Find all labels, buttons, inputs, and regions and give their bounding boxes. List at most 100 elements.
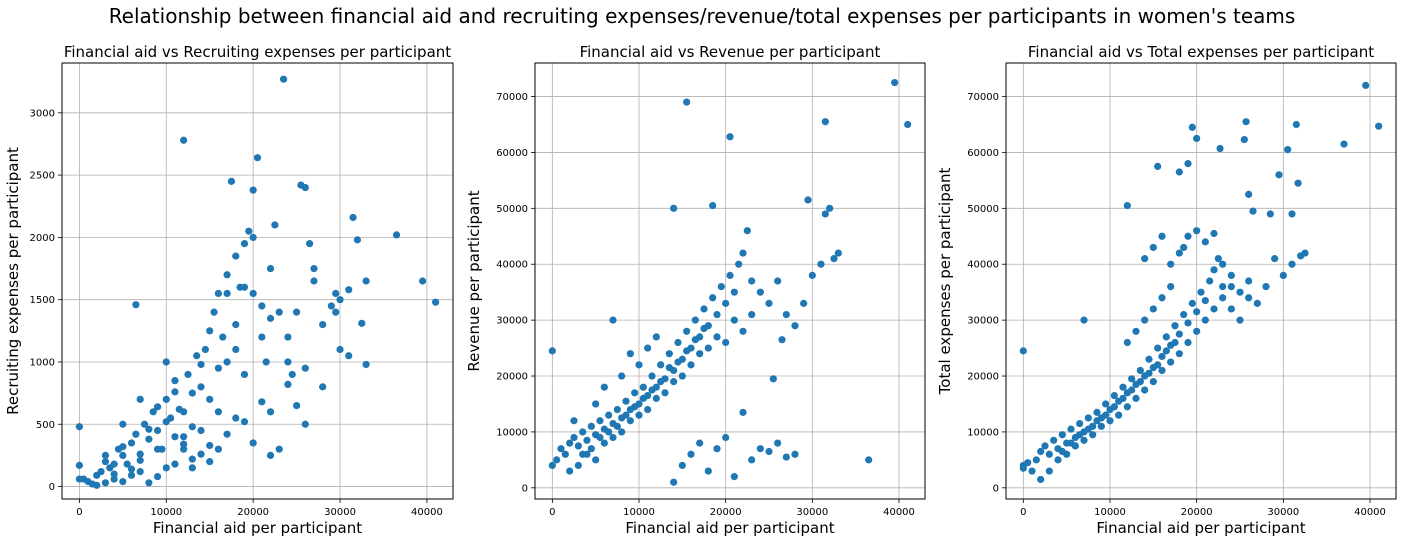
chart-title: Financial aid vs Revenue per participant xyxy=(580,43,881,61)
scatter-point xyxy=(1184,338,1192,347)
scatter-point xyxy=(1136,378,1144,386)
scatter-point xyxy=(1236,316,1244,324)
scatter-point xyxy=(1024,459,1032,467)
scatter-point xyxy=(687,450,695,458)
scatter-point xyxy=(232,414,240,422)
scatter-point xyxy=(713,310,721,319)
scatter-point xyxy=(830,255,838,263)
scatter-point xyxy=(1067,439,1075,447)
scatter-point xyxy=(1301,249,1309,257)
y-tick-label: 20000 xyxy=(496,372,528,383)
scatter-point xyxy=(1294,179,1302,187)
scatter-point xyxy=(180,408,188,416)
scatter-point xyxy=(1245,294,1253,302)
scatter-point xyxy=(214,408,222,416)
scatter-point xyxy=(1019,347,1027,355)
scatter-point xyxy=(180,433,188,441)
scatter-point xyxy=(1214,255,1222,263)
x-axis-label: Financial aid per participant xyxy=(1096,519,1305,537)
scatter-point xyxy=(1145,355,1153,363)
scatter-point xyxy=(748,456,756,464)
scatter-point xyxy=(127,471,136,479)
scatter-point xyxy=(332,289,340,298)
scatter-point xyxy=(249,289,257,298)
scatter-point xyxy=(197,360,205,369)
scatter-point xyxy=(1128,386,1136,394)
scatter-point xyxy=(162,418,170,426)
scatter-point xyxy=(683,98,691,106)
scatter-point xyxy=(1219,282,1227,291)
scatter-point xyxy=(271,221,279,229)
scatter-point xyxy=(791,322,799,330)
scatter-point xyxy=(301,183,309,192)
figure-title: Relationship between financial aid and r… xyxy=(108,4,1296,28)
scatter-point xyxy=(674,358,682,366)
scatter-point xyxy=(1193,308,1201,316)
scatter-point xyxy=(1188,123,1196,131)
scatter-point xyxy=(774,439,782,447)
scatter-point xyxy=(1123,403,1131,411)
scatter-point xyxy=(1184,160,1192,168)
scatter-point xyxy=(214,445,222,453)
scatter-point xyxy=(678,372,686,380)
scatter-point xyxy=(153,472,162,481)
x-tick-label: 40000 xyxy=(883,507,915,518)
scatter-point xyxy=(1242,118,1250,126)
scatter-point xyxy=(804,196,812,204)
scatter-point xyxy=(75,423,83,431)
scatter-point xyxy=(1058,431,1066,439)
scatter-point xyxy=(266,408,275,416)
scatter-point xyxy=(171,377,179,385)
scatter-point xyxy=(566,467,574,475)
scatter-point xyxy=(262,358,270,366)
scatter-point xyxy=(1197,288,1205,296)
scatter-point xyxy=(626,417,634,425)
y-tick-label: 40000 xyxy=(967,260,999,271)
scatter-point xyxy=(748,310,756,319)
scatter-point xyxy=(1141,386,1149,394)
scatter-point xyxy=(336,345,344,354)
scatter-point xyxy=(722,338,730,347)
scatter-point xyxy=(1110,391,1118,400)
scatter-point xyxy=(670,378,678,386)
scatter-point xyxy=(136,456,144,464)
scatter-point xyxy=(1216,144,1224,153)
x-tick-label: 0 xyxy=(549,507,555,518)
scatter-point xyxy=(232,321,240,329)
scatter-point xyxy=(657,361,665,369)
scatter-point xyxy=(1210,266,1218,274)
scatter-point xyxy=(232,345,240,354)
scatter-point xyxy=(240,240,249,248)
scatter-point xyxy=(821,210,829,218)
scatter-point xyxy=(704,467,712,475)
x-axis-label: Financial aid per participant xyxy=(625,519,834,537)
y-tick-label: 0 xyxy=(522,483,528,494)
scatter-point xyxy=(319,383,327,391)
scatter-point xyxy=(635,361,643,369)
scatter-point xyxy=(739,408,747,416)
scatter-point xyxy=(800,299,808,307)
scatter-point xyxy=(1175,249,1183,257)
y-tick-label: 2500 xyxy=(30,171,55,182)
scatter-point xyxy=(1080,316,1088,324)
scatter-point xyxy=(197,450,205,458)
scatter-point xyxy=(665,350,673,358)
scatter-point xyxy=(132,430,140,438)
scatter-point xyxy=(1123,338,1131,347)
scatter-point xyxy=(206,441,214,450)
scatter-point xyxy=(1171,338,1179,347)
scatter-point xyxy=(180,136,188,144)
scatter-point xyxy=(739,249,747,257)
y-tick-label: 40000 xyxy=(496,260,528,271)
scatter-point xyxy=(145,479,153,487)
x-tick-label: 10000 xyxy=(1094,507,1126,518)
scatter-point xyxy=(574,461,582,470)
scatter-point xyxy=(1262,282,1270,291)
scatter-point xyxy=(188,423,196,431)
scatter-point xyxy=(293,401,301,410)
chart-panel-3: 0 10000 20000 30000 40000 0 10000 20000 30000 400… xyxy=(936,43,1397,537)
scatter-point xyxy=(1245,277,1253,285)
scatter-point xyxy=(587,445,595,453)
scatter-point xyxy=(592,456,600,464)
